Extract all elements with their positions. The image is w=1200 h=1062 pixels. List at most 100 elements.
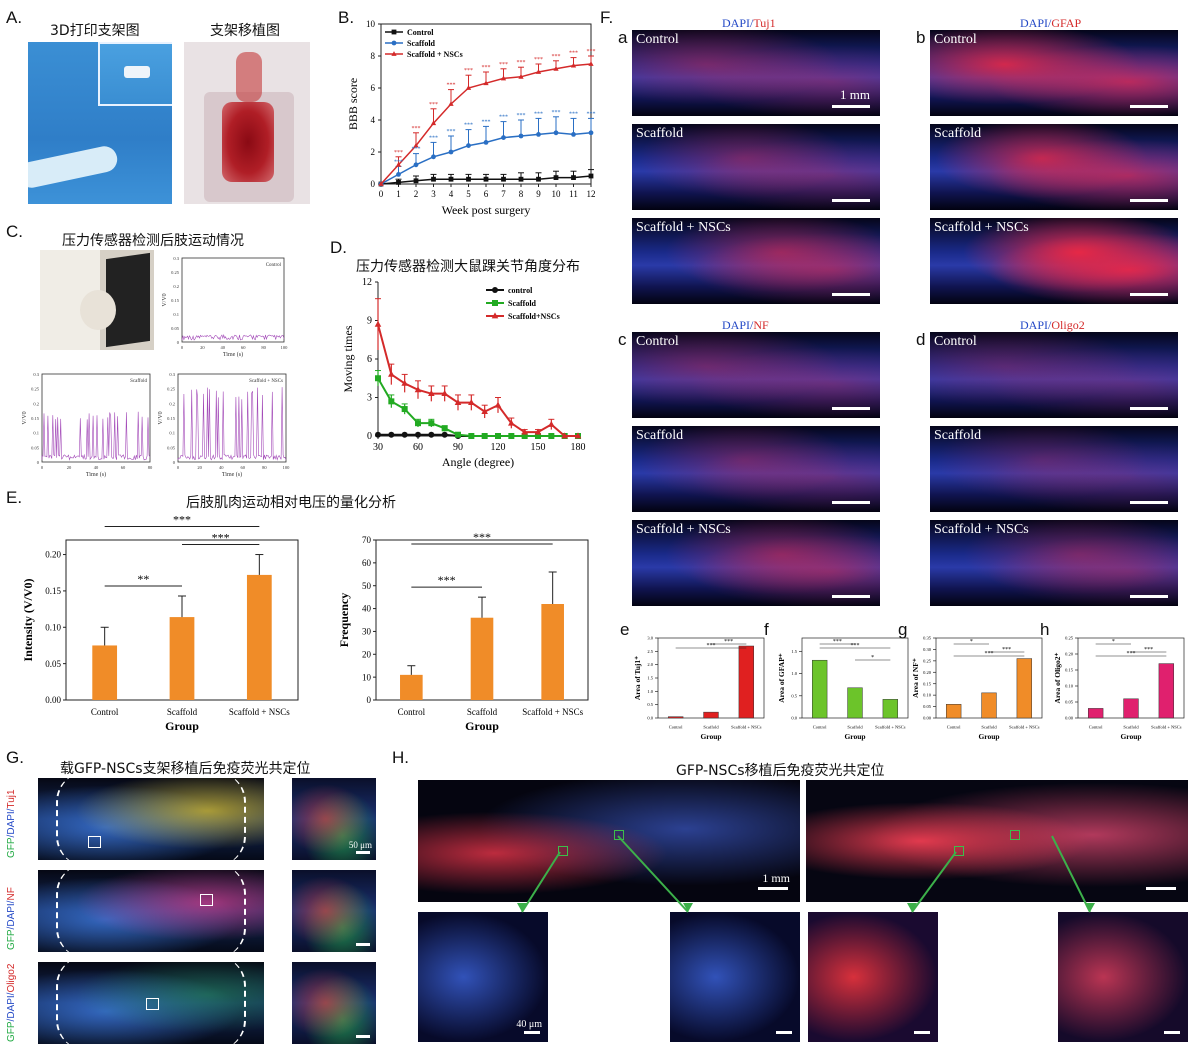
y-tick-label: 0	[37, 460, 40, 465]
data-point	[374, 320, 382, 327]
x-tick-label: 80	[262, 465, 267, 470]
x-tick-label: 100	[283, 465, 291, 470]
category-label: Scaffold + NSCs	[1009, 725, 1040, 730]
y-tick-label: 0.20	[45, 550, 61, 560]
bar	[1087, 708, 1104, 719]
photo1-title: 3D打印支架图	[50, 23, 140, 39]
y-tick-label: 0.15	[1065, 668, 1074, 673]
y-axis-label: BBB score	[346, 78, 360, 130]
legend-marker	[391, 40, 397, 46]
significance-mark: ***	[552, 110, 561, 116]
x-tick-label: 0	[181, 345, 184, 350]
legend-entry: Scaffold	[508, 299, 537, 308]
quant-bar-chart: 0.00 0.05 0.10 0.15 0.20 0.25 Control Scaffold S…	[1053, 636, 1185, 741]
category-label: Scaffold	[703, 725, 719, 730]
data-point	[548, 420, 555, 427]
data-point	[448, 101, 454, 106]
category-label: Control	[813, 725, 828, 730]
series-line	[377, 324, 578, 437]
legend-marker	[391, 51, 397, 56]
x-tick-label: 6	[484, 189, 489, 199]
significance-mark: ***	[499, 62, 508, 68]
x-tick-label: 40	[221, 345, 226, 350]
transplant-photo	[184, 42, 310, 204]
data-point	[501, 176, 506, 182]
significance-label: ***	[707, 643, 716, 649]
data-point	[483, 80, 489, 86]
category-label: Control	[91, 707, 119, 717]
channel-part: GFP	[6, 929, 17, 950]
category-label: Scaffold + NSCs	[1151, 725, 1182, 730]
block-letter: c	[618, 330, 627, 349]
scale-bar-label: 1 mm	[762, 871, 790, 885]
y-axis-label: Area of Tuj1⁺	[633, 656, 642, 700]
data-point	[535, 69, 542, 74]
scale-bar	[1130, 105, 1168, 108]
panel-label-b: B.	[338, 8, 355, 27]
y-tick-label: 0.05	[31, 445, 40, 450]
stain-separator: /	[1048, 318, 1052, 332]
data-point	[465, 85, 472, 90]
scale-bar	[832, 105, 870, 108]
y-tick-label: 6	[371, 83, 376, 93]
x-tick-label: 20	[197, 465, 202, 470]
data-point	[415, 431, 421, 438]
stain-header: DAPI/Oligo2	[1020, 318, 1085, 333]
y-tick-label: 0	[173, 460, 176, 465]
data-point	[548, 433, 555, 439]
data-point	[588, 173, 594, 179]
quant-letter: e	[620, 620, 630, 639]
colocalization-zoom: 50 μm	[292, 778, 376, 860]
x-axis-label: Angle (degree)	[442, 455, 514, 469]
data-point	[441, 425, 448, 432]
plot-frame	[181, 257, 285, 343]
y-tick-label: 3	[367, 393, 372, 404]
significance-mark: ***	[464, 68, 473, 74]
scale-bar	[1130, 595, 1168, 598]
stain-dapi: DAPI	[722, 16, 751, 30]
plot-name: Scaffold	[130, 379, 147, 384]
stain-header: DAPI/NF	[722, 318, 769, 333]
scale-bar	[356, 943, 370, 946]
legend-entry: Scaffold + NSCs	[407, 50, 463, 59]
micrograph-row-label: Scaffold + NSCs	[934, 220, 1029, 235]
y-tick-label: 3.0	[647, 636, 653, 641]
significance-label: ***	[212, 531, 230, 545]
voltage-plot-scaffold: 0.3 0.25 0.2 0.15 0.1 0.05 00 20 40 60 80 Time (s) V…	[22, 372, 153, 478]
y-tick-label: 4	[371, 115, 376, 125]
y-tick-label: 30	[362, 627, 372, 637]
y-tick-label: 0	[367, 695, 372, 705]
legend-entry: Scaffold+NSCs	[508, 312, 560, 321]
quant-bar-chart: 0.0 0.5 1.0 1.5 Control Scaffold Scaffold + NS…	[777, 637, 909, 741]
scale-bar	[832, 595, 870, 598]
legend-marker	[491, 312, 499, 319]
data-point	[396, 172, 401, 177]
y-tick-label: 9	[367, 316, 372, 327]
x-tick-label: 80	[261, 345, 266, 350]
significance-label: ***	[1144, 647, 1153, 653]
panel-label-c: C.	[6, 222, 23, 241]
significance-mark: ***	[429, 102, 438, 108]
micrograph: Scaffold + NSCs	[930, 520, 1178, 606]
data-point	[553, 175, 559, 180]
quant-letter: g	[898, 620, 908, 639]
y-tick-label: 50	[362, 581, 372, 591]
zoom-box	[558, 846, 568, 856]
significance-label: ***	[1002, 647, 1011, 653]
legend-entry: control	[508, 286, 533, 295]
channel-part: /	[6, 926, 17, 930]
micrograph: Scaffold	[930, 426, 1178, 512]
panel-label-a: A.	[6, 8, 23, 27]
y-tick-label: 0.05	[923, 704, 932, 709]
y-tick-label: 0.2	[169, 401, 175, 406]
stain-header: DAPI/Tuj1	[722, 16, 776, 31]
y-axis-label: Moving times	[341, 325, 355, 392]
x-tick-label: 2	[414, 189, 419, 199]
y-tick-label: 0.35	[923, 636, 932, 641]
y-axis-label: V/V0	[158, 411, 164, 424]
x-tick-label: 8	[519, 189, 524, 199]
y-tick-label: 0.3	[33, 372, 39, 377]
data-point	[401, 379, 408, 386]
bar	[882, 699, 899, 719]
quant-bar-chart: 0.0 0.5 1.0 1.5 2.0 2.5 3.0 Control Scaffold Scaf…	[633, 636, 765, 741]
